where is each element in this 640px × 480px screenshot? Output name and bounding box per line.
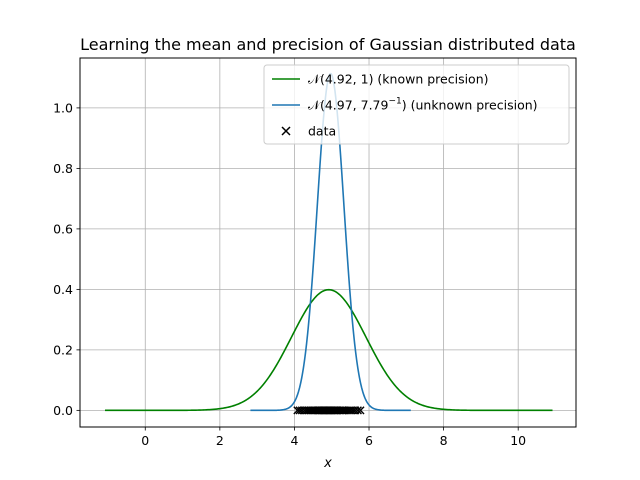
chart-title: Learning the mean and precision of Gauss…: [80, 35, 576, 54]
data-points: [293, 406, 365, 415]
legend-label-known-precision: 𝒩(4.92, 1) (known precision): [308, 72, 489, 87]
x-tick-label: 10: [510, 433, 526, 448]
legend-label-unknown-precision: 𝒩(4.97, 7.79−1) (unknown precision): [308, 97, 538, 113]
y-tick-label: 0.0: [53, 403, 73, 418]
x-tick-label: 0: [141, 433, 149, 448]
series-line-1: [104, 288, 553, 412]
x-tick-label: 6: [365, 433, 373, 448]
x-axis-label: x: [323, 456, 332, 471]
legend-label-data: data: [308, 124, 336, 139]
y-tick-label: 1.0: [53, 100, 73, 115]
legend-handle-data: [281, 126, 291, 136]
data-point: [342, 406, 352, 415]
x-tick-label: 2: [216, 433, 224, 448]
y-tick-label: 0.8: [53, 161, 73, 176]
plot-frame: [79, 57, 577, 428]
legend-box: [263, 64, 570, 145]
x-tick-label: 4: [290, 433, 298, 448]
y-tick-label: 0.2: [53, 342, 73, 357]
y-tick-label: 0.4: [53, 282, 73, 297]
data-point: [353, 406, 362, 415]
x-tick-label: 8: [440, 433, 448, 448]
data-point: [356, 406, 365, 415]
legend: 𝒩(4.92, 1) (known precision) 𝒩(4.97, 7.79…: [263, 64, 570, 145]
y-tick-label: 0.6: [53, 221, 73, 236]
axis-ticks: 0 2 4 6 8 10 0.0 0.2 0.4 0.6 0.8 1.0: [53, 100, 526, 448]
